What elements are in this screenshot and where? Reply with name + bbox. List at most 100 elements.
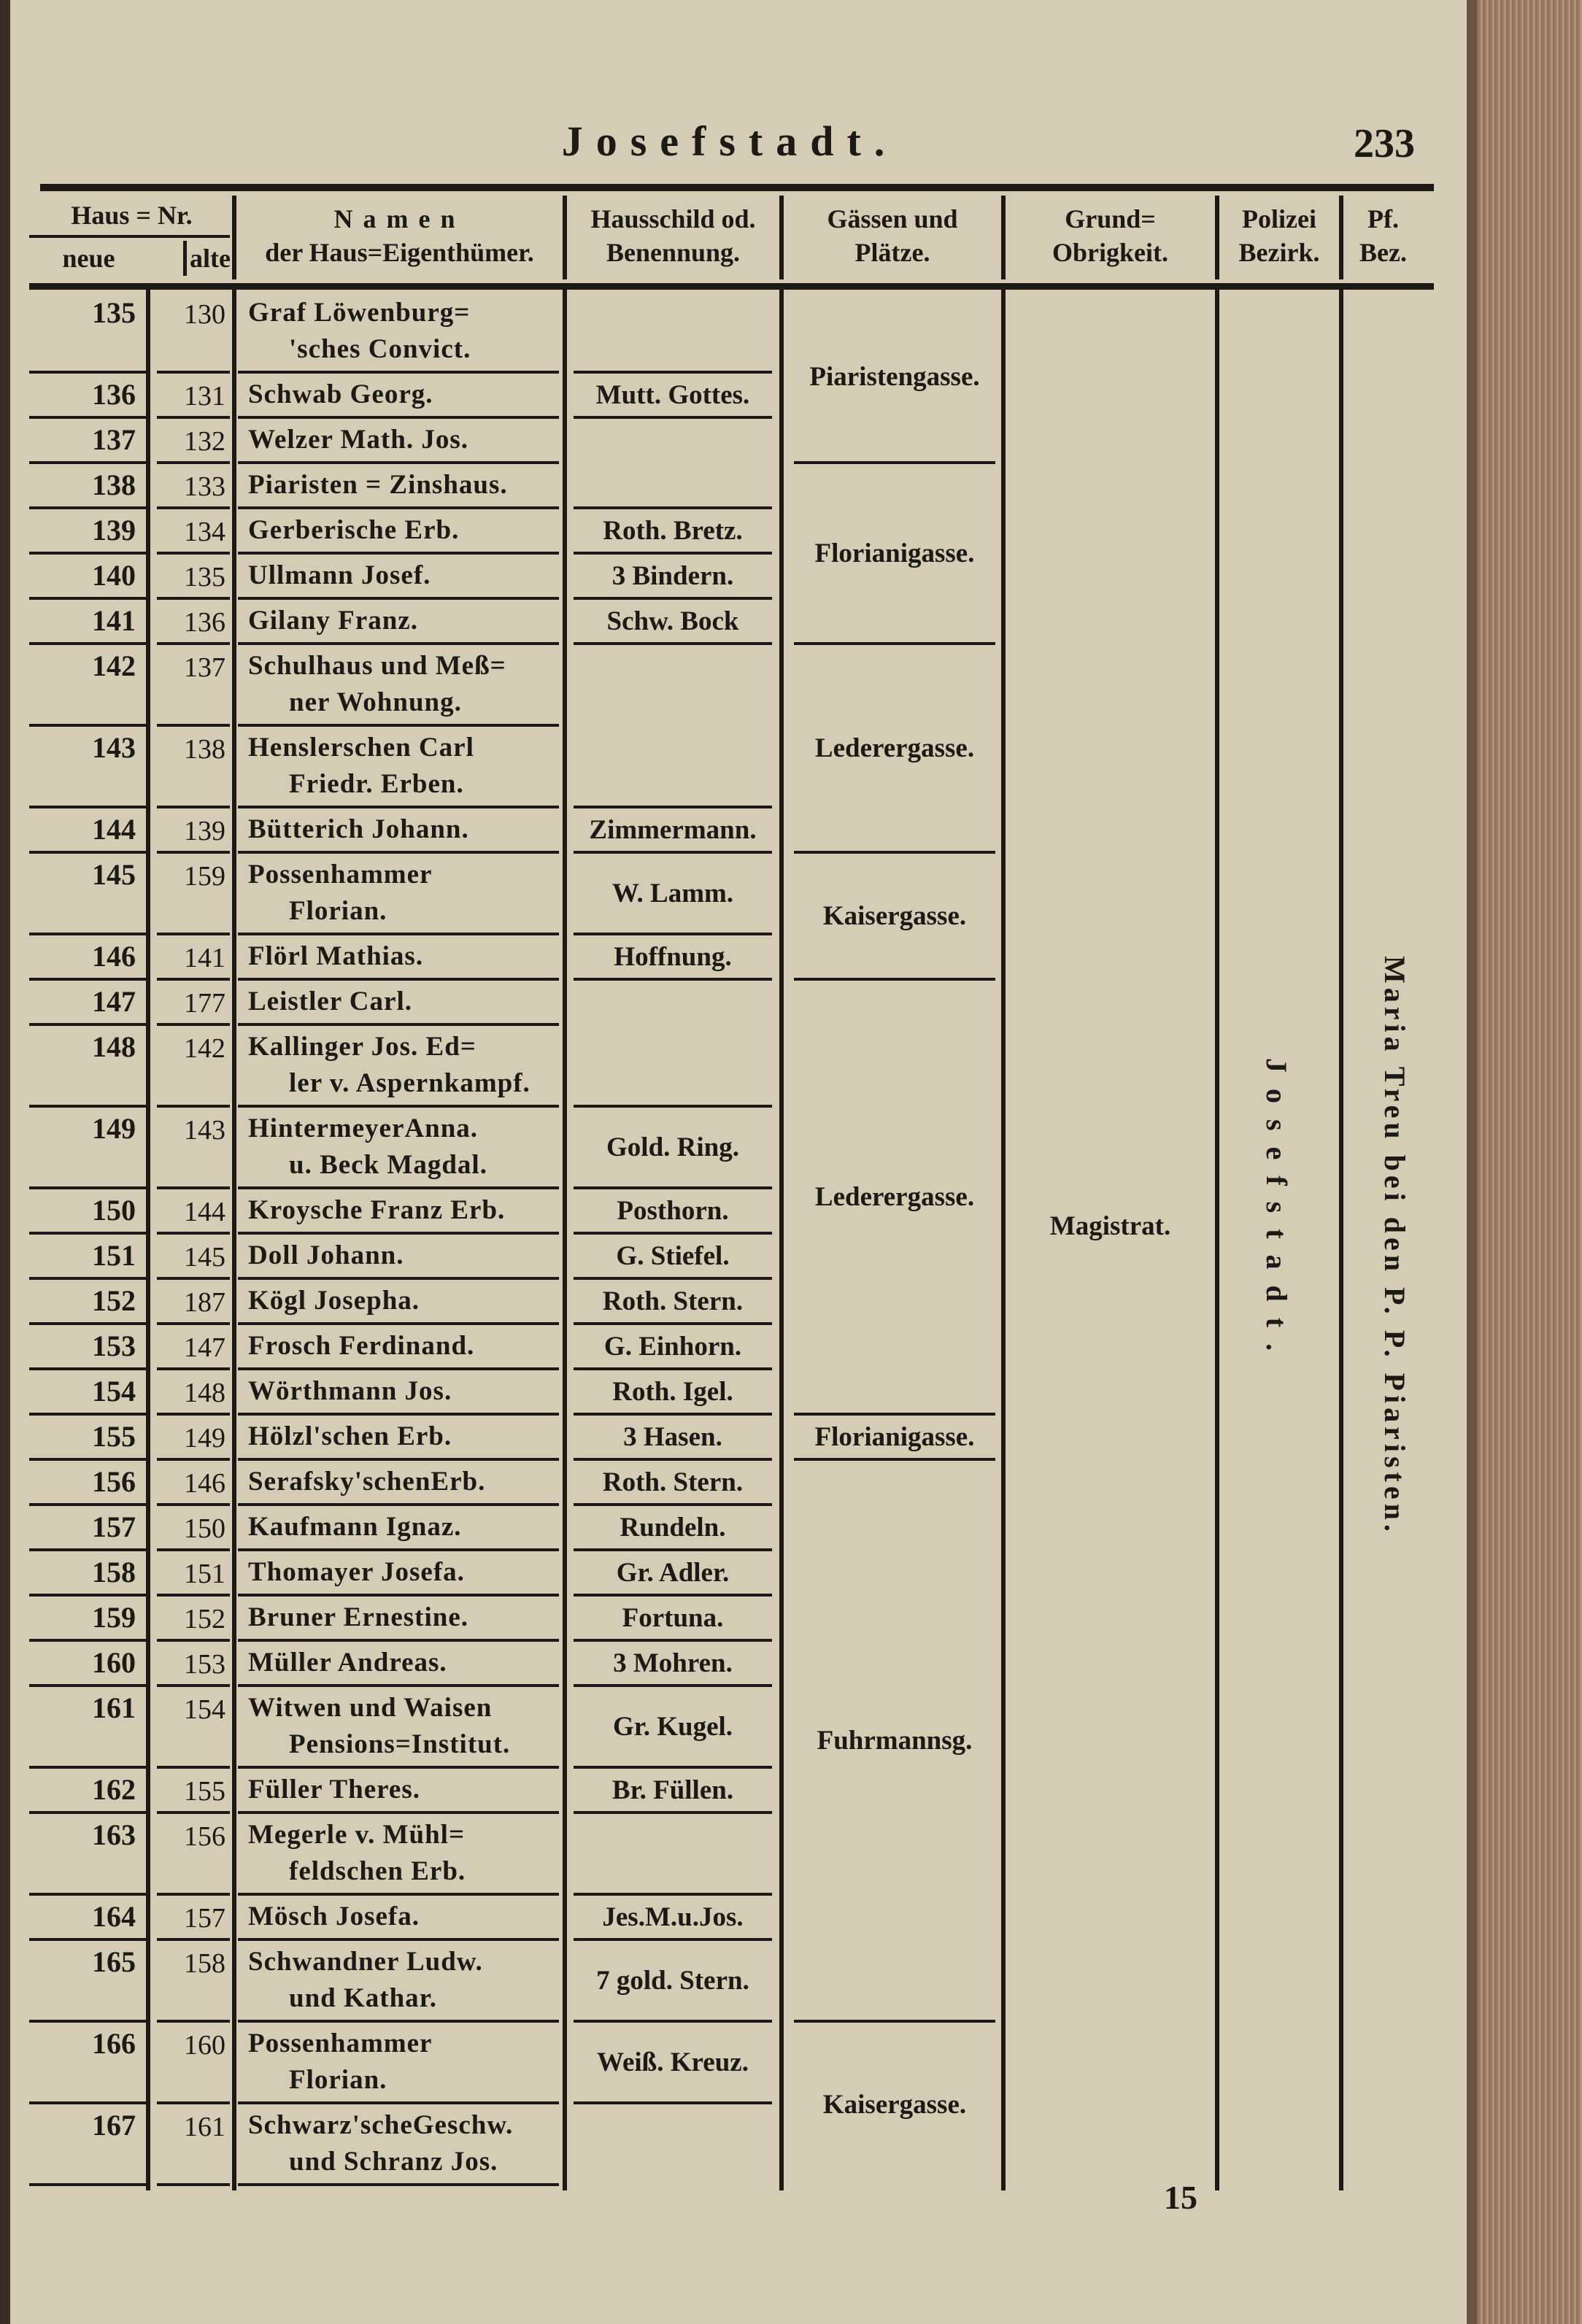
owner-name-line: Megerle v. Mühl= (248, 1820, 466, 1850)
house-number-old: 155 (157, 1769, 230, 1814)
owner-name-line: Frosch Ferdinand. (248, 1331, 475, 1361)
owner-name: Doll Johann. (238, 1235, 559, 1280)
owner-name-line: Piaristen = Zinshaus. (248, 470, 508, 500)
house-sign-cell: Mutt. Gottes. (574, 374, 772, 419)
house-number-new: 166 (29, 2023, 146, 2104)
street-cell-text: Lederergasse. (814, 733, 975, 763)
house-sign-cell-text: Zimmermann. (589, 814, 757, 845)
house-number-old: 146 (157, 1461, 230, 1506)
owner-name-line: Florian. (289, 2065, 387, 2095)
house-sign-cell: Roth. Igel. (574, 1370, 772, 1416)
header-bottom-rule (29, 283, 1434, 290)
street-cell-text: Fuhrmannsg. (817, 1725, 973, 1756)
owner-name-line: Serafsky'schenErb. (248, 1467, 486, 1497)
house-number-old: 151 (157, 1551, 230, 1597)
column-divider (232, 289, 236, 2190)
house-sign-cell-text: Mutt. Gottes. (595, 379, 750, 410)
house-sign-cell: Posthorn. (574, 1189, 772, 1235)
house-number-old: 135 (157, 555, 230, 600)
house-sign-cell (574, 645, 772, 808)
house-number-old: 143 (157, 1108, 230, 1189)
owner-name: Witwen und Waisen Pensions=Institut. (238, 1687, 559, 1769)
house-sign-cell (574, 981, 772, 1108)
house-number-old: 134 (157, 509, 230, 555)
street-cell-text: Lederergasse. (814, 1181, 975, 1212)
owner-name: Frosch Ferdinand. (238, 1325, 559, 1370)
owner-name: Hölzl'schen Erb. (238, 1416, 559, 1461)
header-pfarr-line2: Bez. (1359, 238, 1407, 267)
house-number-old: 152 (157, 1597, 230, 1642)
house-sign-cell: Gold. Ring. (574, 1108, 772, 1189)
header-haus-nr-label: Haus = Nr. (71, 201, 193, 230)
house-number-new: 164 (29, 1896, 146, 1941)
house-number-old: 150 (157, 1506, 230, 1551)
house-number-new: 158 (29, 1551, 146, 1597)
owner-name-line: Hölzl'schen Erb. (248, 1421, 452, 1451)
pfarr-bezirk-vertical: Maria Treu bei den P. P. Piaristen. (1378, 956, 1411, 1536)
house-number-new: 148 (29, 1026, 146, 1108)
header-vline (779, 196, 784, 279)
house-number-new: 142 (29, 645, 146, 727)
owner-name-line: Bruner Ernestine. (248, 1602, 469, 1632)
owner-name: Kaufmann Ignaz. (238, 1506, 559, 1551)
owner-name: Wörthmann Jos. (238, 1370, 559, 1416)
header-namen: Namen der Haus=Eigenthümer. (236, 196, 563, 276)
house-sign-cell-text: Jes.M.u.Jos. (602, 1902, 744, 1932)
house-sign-cell-text: Roth. Stern. (602, 1467, 744, 1497)
column-divider (779, 289, 784, 2190)
owner-name-line: Graf Löwenburg= (248, 298, 471, 328)
owner-name-line: und Kathar. (289, 1983, 437, 2013)
house-sign-cell-text: Br. Füllen. (611, 1775, 734, 1805)
page-gutter-shadow (0, 0, 10, 2324)
top-rule (40, 184, 1434, 191)
header-grund: Grund= Obrigkeit. (1006, 196, 1215, 276)
house-sign-cell: Rundeln. (574, 1506, 772, 1551)
house-number-old: 132 (157, 419, 230, 464)
house-number-old: 177 (157, 981, 230, 1026)
house-number-old: 141 (157, 935, 230, 981)
house-number-new: 154 (29, 1370, 146, 1416)
grund-obrigkeit-value: Magistrat. (1049, 1211, 1171, 1241)
house-number-old: 157 (157, 1896, 230, 1941)
house-number-new: 157 (29, 1506, 146, 1551)
house-sign-cell: W. Lamm. (574, 854, 772, 935)
house-sign-cell: Jes.M.u.Jos. (574, 1896, 772, 1941)
header-vline (232, 196, 236, 279)
owner-name-line: Kögl Josepha. (248, 1286, 420, 1316)
house-number-old: 156 (157, 1814, 230, 1896)
owner-name: Bütterich Johann. (238, 808, 559, 854)
header-neue-label: neue (62, 244, 115, 273)
house-number-old: 133 (157, 464, 230, 509)
house-sign-cell: G. Stiefel. (574, 1235, 772, 1280)
owner-name-line: Possenhammer (248, 2028, 433, 2058)
owner-name: Schwarz'scheGeschw. und Schranz Jos. (238, 2104, 559, 2186)
header-namen-line2: der Haus=Eigenthümer. (265, 238, 534, 267)
owner-name: Flörl Mathias. (238, 935, 559, 981)
owner-name: Gerberische Erb. (238, 509, 559, 555)
owner-name-line: Müller Andreas. (248, 1648, 447, 1678)
header-namen-line1: Namen (333, 204, 466, 233)
header-grund-line2: Obrigkeit. (1052, 238, 1168, 267)
owner-name-line: Kaufmann Ignaz. (248, 1512, 462, 1542)
house-sign-cell-text: Rundeln. (620, 1512, 726, 1543)
owner-name: Welzer Math. Jos. (238, 419, 559, 464)
house-number-new: 160 (29, 1642, 146, 1687)
owner-name-line: Mösch Josefa. (248, 1902, 420, 1931)
house-number-new: 167 (29, 2104, 146, 2186)
house-number-new: 137 (29, 419, 146, 464)
owner-name: Leistler Carl. (238, 981, 559, 1026)
owner-name: HintermeyerAnna. u. Beck Magdal. (238, 1108, 559, 1189)
house-number-old: 160 (157, 2023, 230, 2104)
house-sign-cell-text: Roth. Bretz. (603, 515, 743, 546)
column-divider (1001, 289, 1006, 2190)
owner-name-line: Leistler Carl. (248, 987, 412, 1016)
owner-name-line: ner Wohnung. (289, 687, 462, 717)
header-alte: alte (188, 238, 232, 279)
house-number-old: 137 (157, 645, 230, 727)
house-sign-cell: Zimmermann. (574, 808, 772, 854)
owner-name: Thomayer Josefa. (238, 1551, 559, 1597)
house-sign-cell: Roth. Stern. (574, 1280, 772, 1325)
house-sign-cell: 3 Bindern. (574, 555, 772, 600)
owner-name: Gilany Franz. (238, 600, 559, 645)
owner-name: Kögl Josepha. (238, 1280, 559, 1325)
